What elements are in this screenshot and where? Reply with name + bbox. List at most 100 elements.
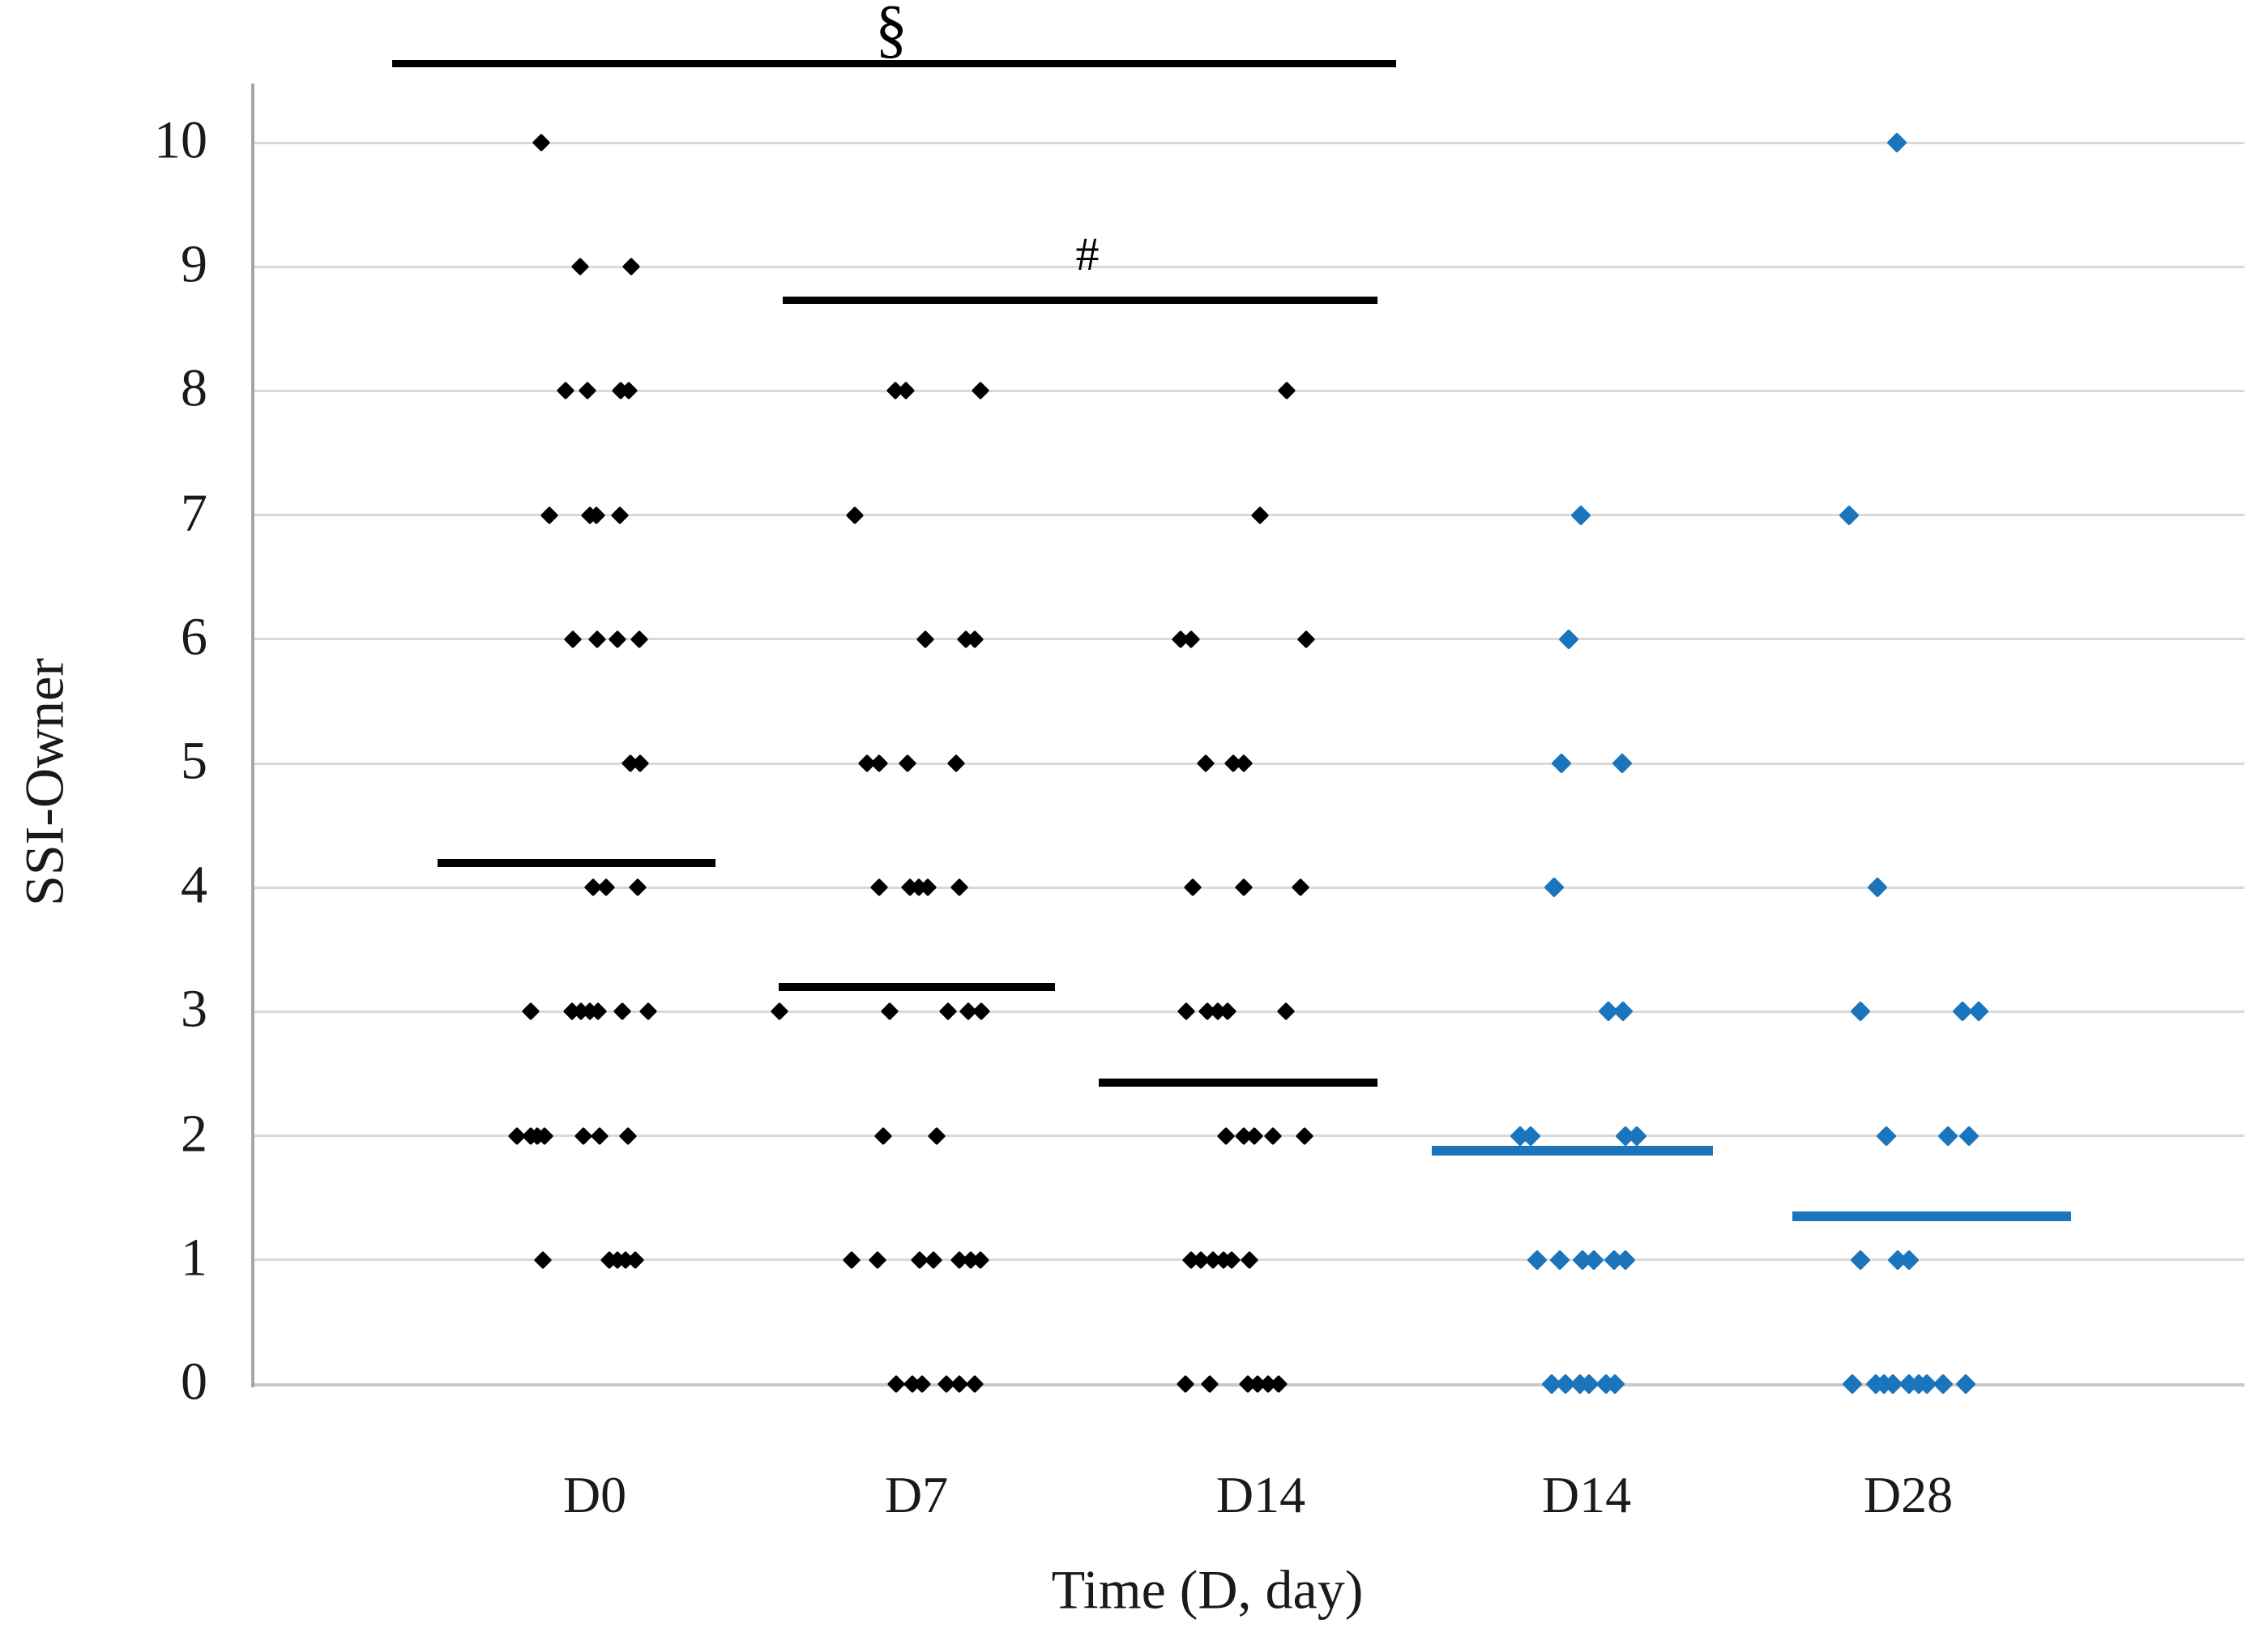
significance-symbol-0: §: [875, 0, 908, 65]
data-point: [540, 506, 559, 524]
gridline-y6: [253, 638, 2245, 641]
y-tick-label-0: 0: [181, 1352, 207, 1412]
data-point: [639, 1002, 658, 1021]
significance-bar-0: [392, 59, 1396, 67]
significance-symbol-1: #: [1075, 228, 1100, 280]
x-tick-label-2-d14: D14: [1215, 1466, 1306, 1523]
data-point: [1250, 506, 1270, 524]
data-point: [618, 1126, 638, 1145]
data-point: [1291, 878, 1310, 897]
data-point: [570, 257, 590, 276]
x-tick-label-0-d0: D0: [562, 1466, 627, 1523]
data-point: [1269, 1374, 1288, 1394]
data-point: [842, 1250, 861, 1270]
data-point: [1240, 1250, 1259, 1270]
gridline-y3: [253, 1010, 2245, 1013]
data-point: [628, 878, 647, 897]
gridline-y9: [253, 265, 2245, 268]
data-point: [868, 1250, 887, 1270]
mean-line-group3: [1432, 1145, 1713, 1156]
data-point: [621, 257, 641, 276]
data-point: [596, 878, 616, 897]
data-point: [521, 1002, 540, 1021]
data-point: [972, 1002, 991, 1021]
data-point: [613, 1002, 632, 1021]
x-tick-label-3-d14: D14: [1541, 1466, 1632, 1523]
data-point: [1277, 382, 1296, 400]
data-point: [873, 1126, 893, 1145]
mean-line-group2: [1099, 1078, 1377, 1087]
data-point: [896, 382, 916, 400]
gridline-y10: [253, 141, 2245, 144]
mean-line-group1: [779, 982, 1055, 991]
x-tick-label-1-d7: D7: [884, 1466, 949, 1523]
data-point: [1583, 1250, 1604, 1271]
gridline-y8: [253, 389, 2245, 392]
data-point: [1245, 1126, 1264, 1145]
significance-bar-1: [783, 296, 1377, 304]
data-point: [533, 1250, 553, 1270]
data-point: [924, 1250, 943, 1270]
data-point: [845, 506, 865, 524]
data-point: [1850, 1001, 1871, 1023]
data-point: [938, 1002, 958, 1021]
data-point: [1200, 1374, 1219, 1394]
data-point: [1958, 1125, 1980, 1147]
data-point: [1544, 877, 1565, 898]
data-point: [1612, 753, 1633, 774]
data-point: [532, 133, 551, 152]
data-point: [965, 1374, 985, 1394]
data-point: [630, 630, 649, 649]
data-point: [946, 754, 966, 773]
data-point: [556, 382, 575, 400]
data-point: [1196, 754, 1215, 773]
data-point: [1183, 878, 1202, 897]
x-tick-label-4-d28: D28: [1863, 1466, 1954, 1523]
data-point: [1842, 1374, 1863, 1395]
data-point: [1570, 504, 1591, 526]
data-point: [1296, 630, 1316, 649]
data-point: [587, 630, 607, 649]
data-point: [869, 754, 889, 773]
data-point: [1295, 1126, 1314, 1145]
gridline-y7: [253, 514, 2245, 517]
data-point: [1527, 1250, 1548, 1271]
data-point: [1937, 1125, 1958, 1147]
data-point: [578, 382, 597, 400]
data-point: [1839, 504, 1860, 526]
data-point: [574, 1126, 593, 1145]
y-tick-label-5: 5: [181, 731, 207, 791]
y-tick-label-8: 8: [181, 358, 207, 418]
x-axis-title: Time (D, day): [1051, 1558, 1364, 1621]
data-point: [1867, 877, 1888, 898]
y-tick-label-10: 10: [154, 110, 207, 170]
data-point: [1549, 1250, 1570, 1271]
data-point: [880, 1002, 899, 1021]
y-tick-label-9: 9: [181, 234, 207, 294]
data-point: [1968, 1001, 1989, 1023]
data-point: [1615, 1250, 1636, 1271]
data-point: [886, 1374, 906, 1394]
data-point: [1263, 1126, 1283, 1145]
y-tick-label-6: 6: [181, 607, 207, 667]
data-point: [1612, 1001, 1634, 1023]
data-point: [1176, 1374, 1195, 1394]
y-tick-label-3: 3: [181, 979, 207, 1039]
data-point: [1551, 753, 1572, 774]
data-point: [590, 1126, 609, 1145]
data-point: [1558, 629, 1579, 650]
data-point: [1955, 1374, 1976, 1395]
data-point: [563, 630, 583, 649]
data-point: [770, 1002, 789, 1021]
data-point: [1933, 1374, 1954, 1395]
y-tick-label-4: 4: [181, 855, 207, 915]
data-point: [610, 506, 630, 524]
data-point: [898, 754, 917, 773]
data-point: [869, 878, 889, 897]
y-tick-label-2: 2: [181, 1103, 207, 1163]
data-point: [1626, 1125, 1647, 1147]
data-point: [1234, 878, 1254, 897]
mean-line-group4: [1792, 1211, 2071, 1222]
data-point: [1181, 630, 1201, 649]
